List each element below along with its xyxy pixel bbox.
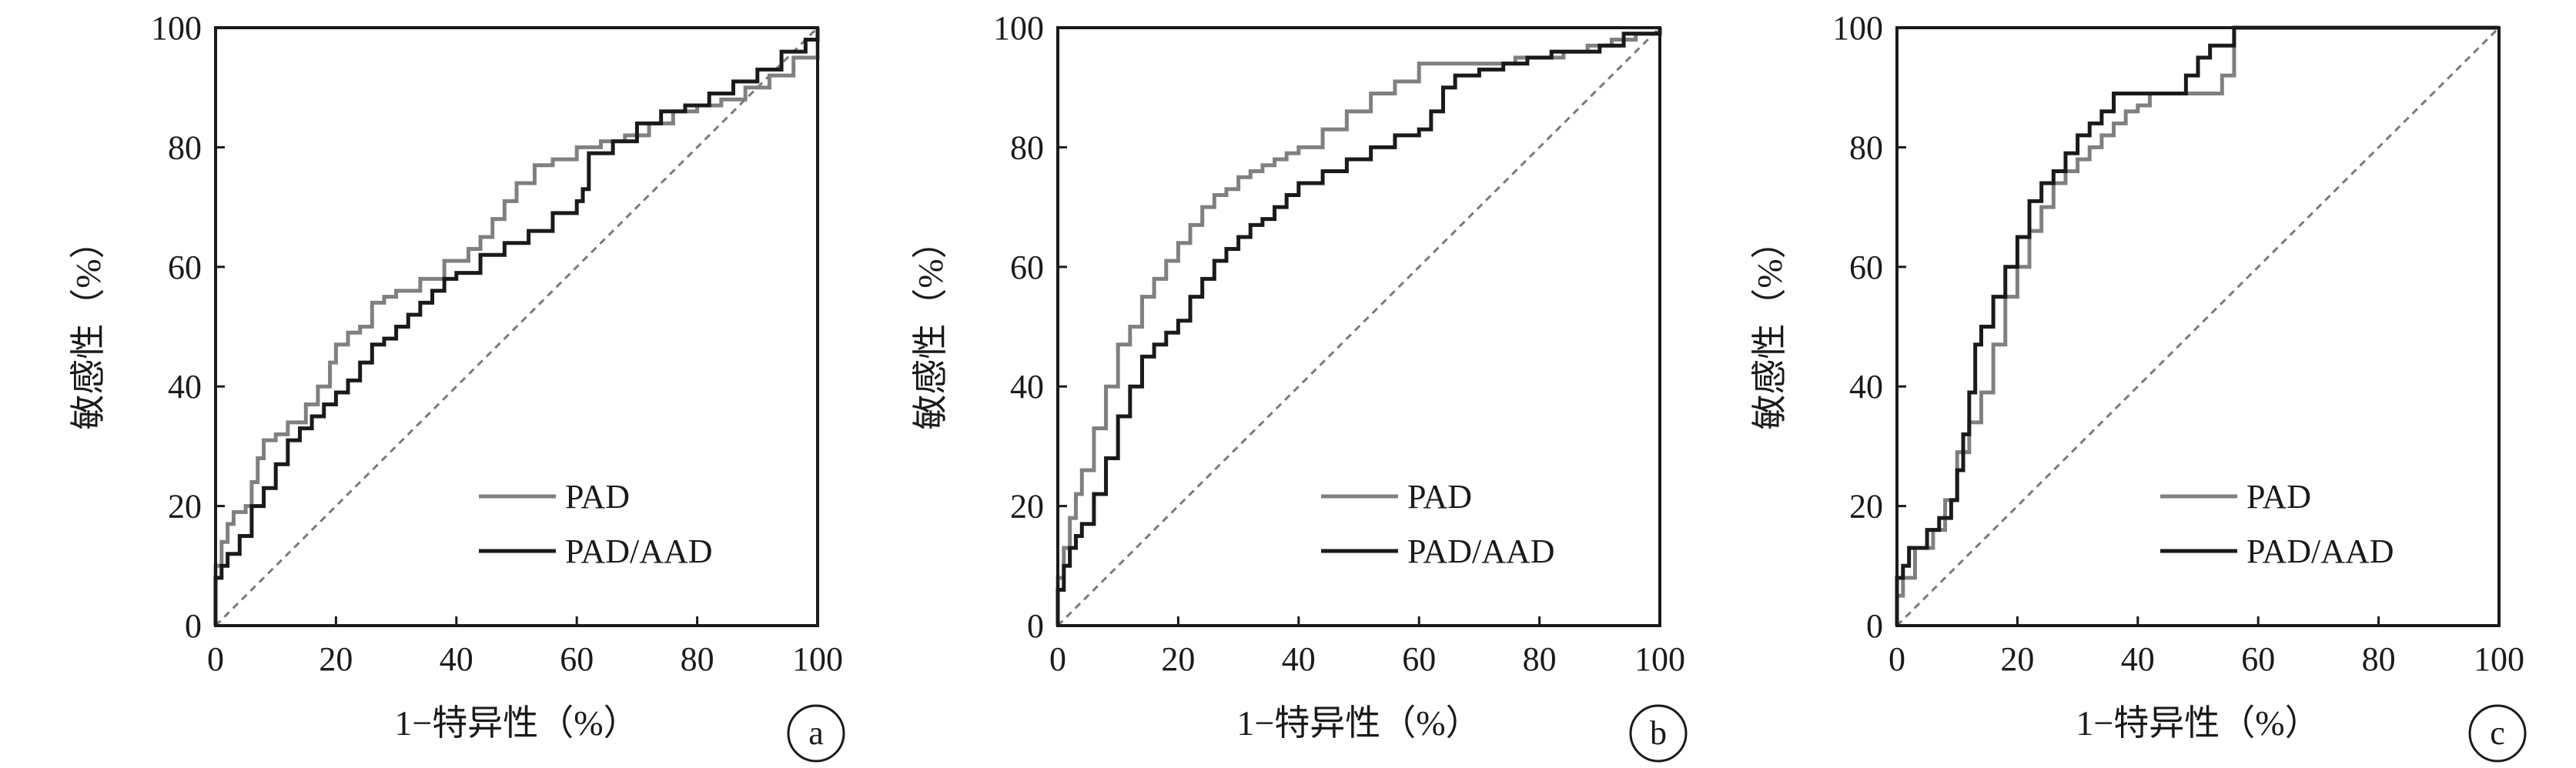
reference-diagonal xyxy=(1895,26,2501,627)
y-tick-label: 100 xyxy=(151,9,202,47)
y-tick-label: 60 xyxy=(168,249,202,286)
x-tick-label: 100 xyxy=(792,640,843,678)
x-axis-label: 1−特异性（%） xyxy=(394,703,638,743)
y-tick-label: 40 xyxy=(168,368,202,406)
x-tick-label: 40 xyxy=(440,640,473,678)
roc-curve-pad-aad xyxy=(213,28,820,626)
y-tick-label: 40 xyxy=(1849,368,1883,406)
x-tick-label: 80 xyxy=(1523,640,1557,678)
reference-diagonal xyxy=(214,26,819,627)
y-tick-label: 40 xyxy=(1010,368,1044,406)
legend-label-pad-aad: PAD/AAD xyxy=(1407,533,1555,570)
legend-label-pad-aad: PAD/AAD xyxy=(2246,533,2394,570)
roc-curve-pad-aad xyxy=(1055,28,1662,626)
x-tick-label: 100 xyxy=(1634,640,1685,678)
y-tick-label: 80 xyxy=(1849,129,1883,166)
legend-label-pad-aad: PAD/AAD xyxy=(565,533,713,570)
y-tick-label: 0 xyxy=(1027,607,1044,645)
plot-frame xyxy=(1895,26,2501,627)
y-axis-label: 敏感性（%） xyxy=(911,223,950,429)
panel-label-circle xyxy=(2468,704,2527,763)
x-tick-label: 80 xyxy=(681,640,714,678)
y-tick-label: 0 xyxy=(1866,607,1883,645)
y-tick-label: 20 xyxy=(1010,488,1044,526)
panel-label-circle xyxy=(1629,704,1688,763)
x-tick-label: 100 xyxy=(2474,640,2524,678)
legend-label-pad: PAD xyxy=(565,478,630,516)
y-tick-label: 60 xyxy=(1010,249,1044,286)
x-tick-label: 0 xyxy=(207,640,224,678)
x-tick-label: 0 xyxy=(1049,640,1066,678)
legend-label-pad: PAD xyxy=(1407,478,1472,516)
panel-label: a xyxy=(808,714,824,752)
x-axis-label: 1−特异性（%） xyxy=(1236,703,1480,743)
y-tick-label: 80 xyxy=(168,129,202,166)
roc-curve-pad xyxy=(1895,25,2499,626)
x-tick-label: 40 xyxy=(1282,640,1316,678)
y-tick-label: 0 xyxy=(185,607,202,645)
x-tick-label: 20 xyxy=(1161,640,1195,678)
x-tick-label: 60 xyxy=(1402,640,1436,678)
roc-panel-b: 0 20 40 60 80 100 0 20 40 60 80 100 1−特异性（%） 敏感性（%） PA… xyxy=(911,9,1688,763)
reference-diagonal xyxy=(1056,26,1661,627)
x-tick-label: 60 xyxy=(560,640,594,678)
panel-label-circle xyxy=(787,704,845,763)
panel-label: b xyxy=(1650,714,1667,752)
x-tick-label: 20 xyxy=(2000,640,2034,678)
x-tick-label: 0 xyxy=(1889,640,1905,678)
roc-curve-pad xyxy=(213,28,820,626)
x-tick-label: 40 xyxy=(2121,640,2155,678)
plot-frame xyxy=(214,26,819,627)
y-axis-label: 敏感性（%） xyxy=(69,223,108,429)
y-tick-label: 100 xyxy=(993,9,1044,47)
y-tick-label: 60 xyxy=(1849,249,1883,286)
x-tick-label: 80 xyxy=(2362,640,2396,678)
panel-label: c xyxy=(2490,714,2505,752)
x-axis-label: 1−特异性（%） xyxy=(2076,703,2320,743)
x-tick-label: 20 xyxy=(319,640,353,678)
y-tick-label: 80 xyxy=(1010,129,1044,166)
y-tick-label: 20 xyxy=(168,488,202,526)
roc-panel-c: 0 20 40 60 80 100 0 20 40 60 80 100 1−特异性（%） 敏感性（%） PA… xyxy=(1750,9,2527,763)
roc-panel-a: 0 20 40 60 80 100 0 20 40 60 80 100 1−特异性（%） 敏感性（%） PA… xyxy=(69,9,845,763)
plot-frame xyxy=(1056,26,1661,627)
y-axis-label: 敏感性（%） xyxy=(1750,223,1789,429)
y-tick-label: 100 xyxy=(1832,9,1883,47)
legend-label-pad: PAD xyxy=(2246,478,2311,516)
x-tick-label: 60 xyxy=(2241,640,2275,678)
roc-curve-pad-aad xyxy=(1895,25,2499,626)
y-tick-label: 20 xyxy=(1849,488,1883,526)
